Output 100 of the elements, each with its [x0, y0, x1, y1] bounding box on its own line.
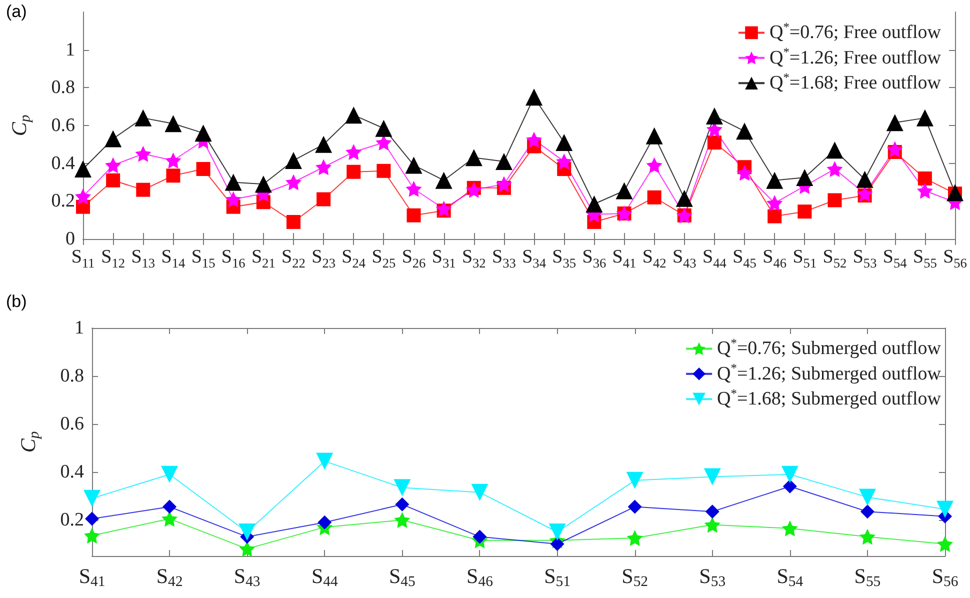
point [394, 512, 410, 528]
point [676, 190, 693, 207]
text: (a) [6, 2, 27, 22]
point [436, 200, 452, 217]
point [134, 109, 152, 126]
point [704, 468, 721, 486]
point [826, 142, 844, 159]
point [284, 152, 302, 169]
point [550, 537, 564, 551]
legend-label: Q*=1.68; Submerged outflow [717, 386, 942, 410]
point [315, 136, 332, 153]
point [628, 500, 642, 514]
y-tick-label: 0.8 [60, 366, 84, 386]
point [345, 106, 362, 124]
point [886, 141, 903, 158]
point [346, 164, 361, 179]
point [495, 152, 512, 170]
point [471, 484, 488, 501]
point [162, 500, 177, 514]
point [162, 510, 178, 527]
point [704, 516, 720, 533]
y-tick-label: 0.2 [60, 510, 84, 530]
point [104, 130, 122, 148]
point [465, 149, 482, 166]
text: (b) [6, 292, 27, 312]
point [707, 136, 722, 150]
point [705, 504, 720, 519]
point [375, 120, 392, 137]
point [856, 170, 874, 188]
point [318, 515, 332, 530]
y-tick-label: 0.4 [51, 152, 76, 174]
point [526, 88, 543, 106]
point [586, 196, 603, 213]
legend-label: Q*=0.76; Submerged outflow [717, 336, 942, 360]
y-tick-label: 0.6 [51, 115, 75, 136]
point [496, 176, 512, 192]
point [435, 172, 452, 189]
point [405, 156, 422, 174]
point [548, 524, 566, 540]
point [766, 195, 783, 212]
point [164, 115, 182, 132]
point [916, 182, 933, 199]
point [225, 191, 242, 208]
y-tick-label: 0.8 [51, 77, 75, 98]
point [346, 144, 362, 160]
point [316, 192, 331, 206]
point [394, 479, 411, 496]
point [166, 168, 180, 183]
point [75, 188, 91, 204]
point [736, 164, 753, 181]
point [859, 528, 876, 545]
point [782, 520, 798, 536]
point [161, 466, 178, 483]
point [84, 528, 100, 544]
point [466, 182, 482, 198]
point [136, 182, 150, 197]
legend-label: Q*=1.26; Free outflow [769, 45, 942, 68]
y-tick-label: 0.6 [60, 414, 84, 434]
point [196, 162, 210, 176]
y-tick-label: 1 [66, 39, 75, 60]
point [376, 134, 392, 151]
legend-label: Q*=1.68; Free outflow [769, 70, 942, 94]
point [286, 214, 300, 229]
point [106, 173, 120, 188]
y-axis-title: Cp [7, 114, 34, 136]
point [85, 512, 99, 526]
point [886, 114, 904, 132]
point [647, 190, 662, 204]
point [395, 497, 410, 512]
point [826, 161, 843, 178]
point [766, 172, 784, 189]
point [194, 124, 212, 142]
y-axis-title: Cp [16, 431, 42, 453]
point [254, 176, 272, 193]
point [646, 157, 662, 174]
y-tick-label: 0.2 [51, 190, 75, 212]
point [782, 479, 797, 494]
point [165, 152, 182, 168]
legend-label: Q*=0.76; Free outflow [769, 20, 942, 44]
point [74, 160, 92, 178]
point [105, 157, 122, 174]
point [936, 500, 954, 518]
point [135, 146, 152, 162]
point [238, 524, 256, 540]
point [616, 182, 633, 200]
point [860, 504, 874, 519]
point [406, 180, 422, 197]
legend-label: Q*=1.26; Submerged outflow [717, 361, 942, 384]
point [706, 108, 723, 125]
point [626, 472, 644, 489]
point [796, 169, 814, 186]
point [646, 127, 663, 144]
point [285, 174, 302, 190]
point [556, 153, 572, 170]
point [798, 204, 812, 219]
point [937, 536, 953, 552]
point [828, 193, 842, 208]
point [406, 208, 421, 222]
point [376, 164, 391, 178]
point [472, 530, 487, 544]
